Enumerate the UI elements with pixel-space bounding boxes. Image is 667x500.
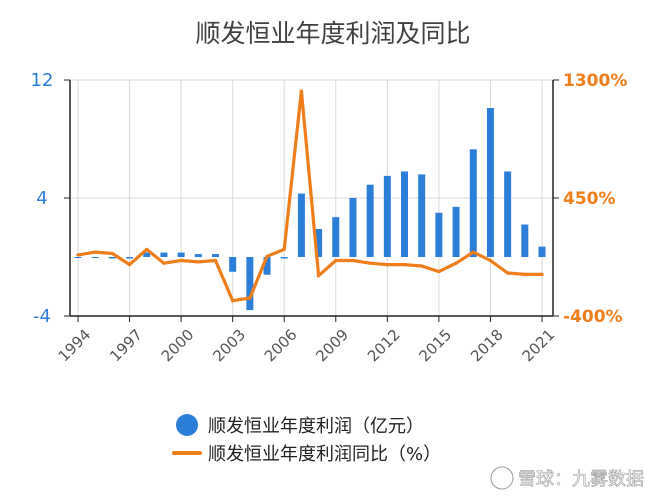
line-point [385, 263, 389, 267]
y-left-tick-label: 4 [36, 188, 47, 209]
line-point [420, 264, 424, 268]
line-point [196, 260, 200, 264]
line-point [265, 254, 269, 258]
bar [435, 212, 443, 257]
line-point [454, 261, 458, 265]
line-point [523, 272, 527, 276]
line-point [402, 263, 407, 267]
bar-series [74, 108, 546, 311]
watermark: 雪球：九雾数据 [490, 466, 644, 490]
line-point [231, 299, 235, 303]
bar [160, 252, 168, 257]
bar [383, 175, 391, 257]
line-point [179, 258, 183, 263]
x-tick-label: 2009 [312, 326, 352, 366]
line-point [127, 263, 132, 267]
bar [91, 257, 99, 258]
axes [64, 79, 559, 322]
bar [229, 257, 237, 272]
bar [349, 198, 357, 257]
x-tick-label: 2012 [364, 326, 404, 366]
snowball-logo-icon [490, 466, 514, 490]
bar [469, 149, 477, 257]
chart-title: 顺发恒业年度利润及同比 [195, 19, 470, 48]
bar [504, 171, 512, 257]
line-point [282, 247, 286, 251]
line-point [213, 258, 218, 263]
legend-line-label: 顺发恒业年度利润同比（%） [208, 444, 441, 465]
line-point [145, 247, 149, 251]
line-point [93, 250, 97, 254]
bar [177, 252, 185, 257]
bar [246, 257, 254, 311]
x-tick-label: 2021 [519, 326, 559, 366]
bar [143, 252, 151, 257]
line-point [76, 253, 80, 257]
bar [486, 108, 494, 258]
bar [126, 257, 134, 259]
legend-bar-label: 顺发恒业年度利润（亿元） [208, 416, 424, 437]
x-tick-label: 1994 [55, 326, 95, 366]
line-point [299, 89, 304, 93]
line-point [540, 272, 544, 276]
bar [401, 171, 409, 257]
bar [108, 257, 116, 259]
line-point [488, 258, 493, 263]
line-point [506, 271, 510, 275]
bar [74, 257, 82, 258]
bar [452, 206, 460, 257]
bar [263, 257, 271, 275]
bar [538, 246, 546, 257]
y-right-tick-label: -400% [563, 307, 623, 327]
bar [366, 184, 374, 257]
bar [297, 193, 305, 257]
line-point [368, 261, 372, 265]
line-point [248, 296, 252, 300]
line-point [351, 258, 355, 263]
bar [211, 254, 219, 257]
line-point [162, 261, 166, 265]
bar [315, 228, 323, 257]
x-tick-label: 2003 [209, 326, 249, 366]
line-path [76, 89, 544, 303]
tick-labels: -4 4 12 -400% 450% 1300% 1994 1997 2000 2003 2006 2… [31, 70, 628, 365]
x-tick-label: 2000 [158, 326, 198, 366]
x-tick-label: 1997 [106, 326, 146, 366]
bar [521, 224, 529, 257]
y-right-tick-label: 1300% [563, 71, 627, 91]
y-left-tick-label: -4 [33, 306, 51, 327]
bar [418, 174, 426, 257]
legend-bar-marker [176, 414, 198, 436]
bar [280, 257, 288, 259]
y-left-tick-label: 12 [31, 70, 54, 91]
x-tick-label: 2006 [261, 326, 301, 366]
line-point [110, 251, 114, 256]
legend: 顺发恒业年度利润（亿元） 顺发恒业年度利润同比（%） [172, 414, 441, 465]
line-point [437, 269, 441, 274]
x-tick-label: 2015 [416, 326, 456, 366]
line-point [316, 274, 321, 278]
bar [194, 254, 202, 257]
watermark-text: 雪球：九雾数据 [518, 469, 644, 490]
line-series [76, 89, 544, 303]
x-tick-label: 2018 [467, 326, 507, 366]
y-right-tick-label: 450% [563, 189, 616, 209]
bar [332, 217, 340, 257]
line-point [334, 258, 338, 263]
line-point [471, 250, 475, 254]
